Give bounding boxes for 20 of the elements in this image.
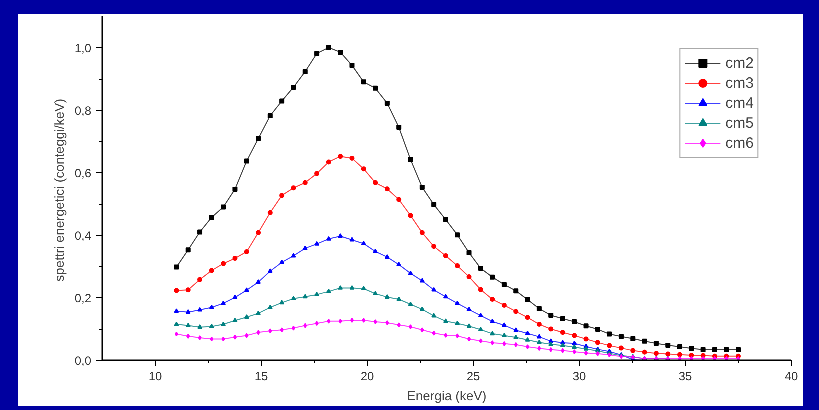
x-tick-label: 10: [148, 370, 162, 384]
y-tick-label: 0,6: [74, 166, 92, 180]
x-axis-title: Energia (keV): [407, 388, 487, 404]
legend-label: cm3: [726, 74, 754, 92]
legend-label: cm2: [726, 54, 754, 72]
y-tick-label: 0,2: [74, 291, 92, 306]
y-tick-label: 0,0: [74, 354, 92, 368]
x-tick-label: 30: [572, 370, 586, 384]
y-tick-label: 0,8: [74, 104, 92, 118]
legend-label: cm6: [726, 134, 754, 152]
y-tick-label: 1,0: [74, 41, 92, 56]
legend-label: cm4: [726, 94, 754, 112]
y-axis-title: spettri energetici (conteggi/keV): [52, 98, 67, 282]
x-tick-label: 15: [254, 370, 268, 384]
x-tick-label: 20: [360, 370, 374, 384]
x-tick-label: 35: [678, 370, 692, 384]
x-tick-label: 25: [466, 370, 480, 384]
legend-label: cm5: [726, 114, 754, 132]
y-tick-label: 0,4: [74, 228, 92, 243]
x-tick-label: 40: [784, 370, 798, 384]
